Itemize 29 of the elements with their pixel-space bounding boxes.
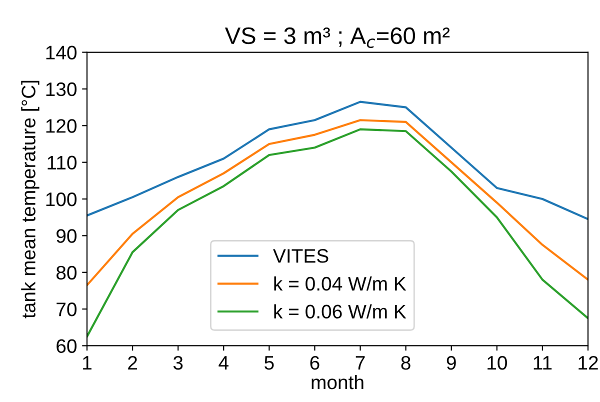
y-tick-label: 120	[46, 119, 77, 133]
x-tick-label: 12	[578, 356, 598, 370]
legend-label: k = 0.06 W/m K	[274, 304, 406, 319]
x-tick-label: 8	[401, 356, 410, 370]
y-tick-label: 100	[46, 192, 77, 206]
chart-title: VS = 3 m³ ; A$_{c}$=60 m²	[224, 27, 450, 48]
x-tick-label: 11	[534, 356, 552, 370]
x-axis-title: month	[312, 374, 364, 390]
y-tick-label: 80	[56, 266, 77, 280]
x-tick-label: 2	[128, 356, 137, 370]
x-tick-label: 3	[173, 356, 183, 370]
line-series	[87, 100, 588, 220]
y-tick-label: 60	[56, 339, 77, 353]
x-tick-label: 6	[310, 356, 320, 370]
legend-label: VITES	[273, 249, 328, 263]
y-tick-label: 140	[46, 46, 77, 60]
x-tick-label: 10	[488, 356, 507, 370]
x-tick-label: 5	[264, 356, 274, 370]
y-tick-label: 130	[46, 82, 77, 96]
x-tick-label: 4	[218, 356, 228, 370]
y-tick-label: 70	[56, 302, 77, 316]
x-tick-label: 9	[446, 356, 456, 370]
x-tick-label: 7	[356, 356, 365, 370]
x-tick-label: 1	[83, 356, 92, 370]
y-tick-label: 110	[48, 156, 77, 170]
y-axis-title: tank mean temperature [°C]	[21, 80, 40, 318]
line-series	[87, 128, 588, 338]
y-tick-label: 90	[56, 229, 77, 243]
legend-label: k = 0.04 W/m K	[274, 276, 406, 291]
